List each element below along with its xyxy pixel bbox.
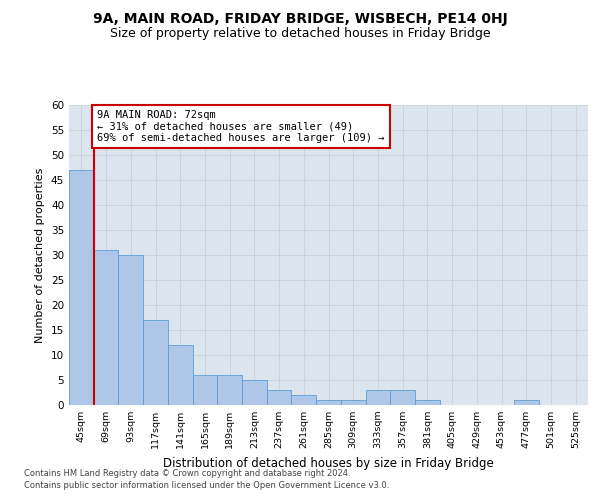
X-axis label: Distribution of detached houses by size in Friday Bridge: Distribution of detached houses by size …: [163, 457, 494, 470]
Bar: [390, 390, 415, 405]
Bar: [94, 250, 118, 405]
Bar: [267, 390, 292, 405]
Y-axis label: Number of detached properties: Number of detached properties: [35, 168, 46, 342]
Text: 9A MAIN ROAD: 72sqm
← 31% of detached houses are smaller (49)
69% of semi-detach: 9A MAIN ROAD: 72sqm ← 31% of detached ho…: [97, 110, 385, 143]
Text: Size of property relative to detached houses in Friday Bridge: Size of property relative to detached ho…: [110, 28, 490, 40]
Bar: [316, 400, 341, 405]
Bar: [69, 170, 94, 405]
Bar: [365, 390, 390, 405]
Bar: [118, 255, 143, 405]
Bar: [193, 375, 217, 405]
Bar: [217, 375, 242, 405]
Bar: [415, 400, 440, 405]
Text: Contains HM Land Registry data © Crown copyright and database right 2024.: Contains HM Land Registry data © Crown c…: [24, 468, 350, 477]
Bar: [242, 380, 267, 405]
Bar: [168, 345, 193, 405]
Bar: [514, 400, 539, 405]
Bar: [292, 395, 316, 405]
Bar: [143, 320, 168, 405]
Text: 9A, MAIN ROAD, FRIDAY BRIDGE, WISBECH, PE14 0HJ: 9A, MAIN ROAD, FRIDAY BRIDGE, WISBECH, P…: [92, 12, 508, 26]
Text: Contains public sector information licensed under the Open Government Licence v3: Contains public sector information licen…: [24, 481, 389, 490]
Bar: [341, 400, 365, 405]
